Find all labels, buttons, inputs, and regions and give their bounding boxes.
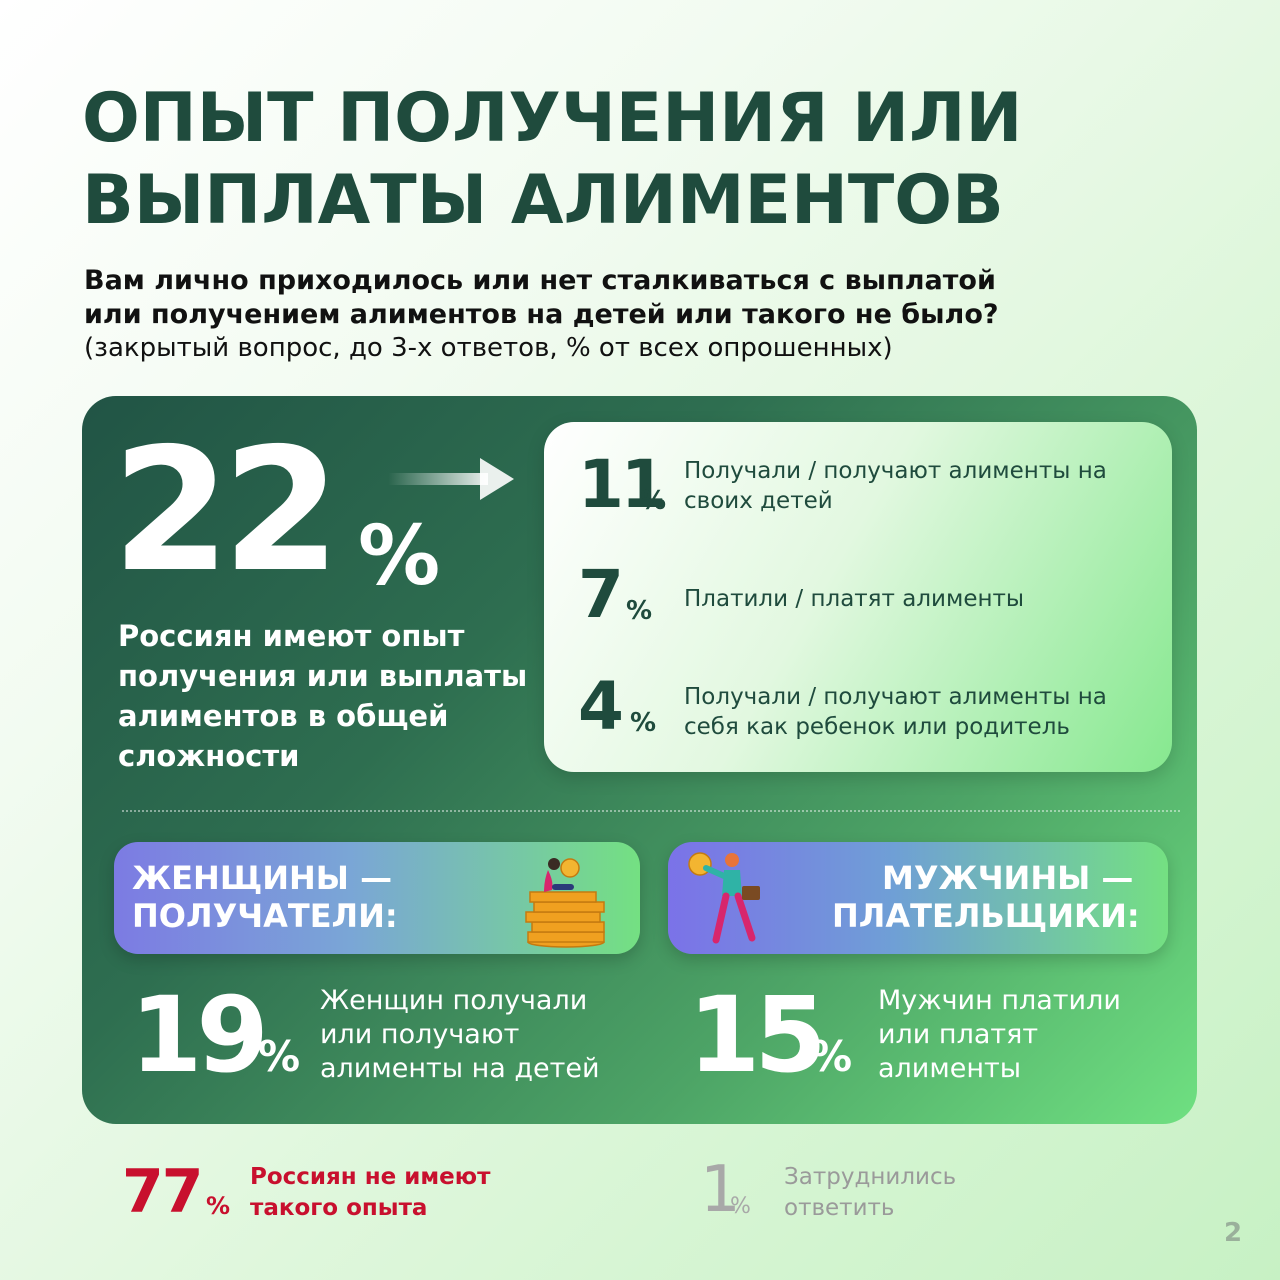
men-stat-value: 15 <box>688 974 827 1096</box>
total-value: 22 <box>112 412 341 610</box>
survey-question: Вам лично приходилось или нет сталкивать… <box>84 264 1184 364</box>
total-percent-sign: % <box>358 509 441 604</box>
hard-to-answer-value: 1 <box>700 1153 741 1227</box>
breakdown-percent-sign: % <box>630 708 657 738</box>
page-number: 2 <box>1224 1218 1243 1248</box>
men-stat-text: Мужчин платили или платят алименты <box>878 985 1121 1084</box>
hard-to-answer-percent-sign: % <box>730 1194 751 1219</box>
women-heading-line-1: ЖЕНЩИНЫ — <box>132 859 393 897</box>
man-carrying-coin-icon <box>688 852 760 944</box>
men-pill: МУЖЧИНЫ — ПЛАТЕЛЬЩИКИ: <box>668 842 1168 954</box>
no-experience-text: Россиян не имеют такого опыта <box>250 1164 491 1221</box>
question-note: (закрытый вопрос, до 3-х ответов, % от в… <box>84 333 893 363</box>
breakdown-value: 4 <box>578 668 624 745</box>
woman-on-coins-icon <box>525 858 605 948</box>
men-stat-percent-sign: % <box>810 1032 853 1081</box>
question-line-2: или получением алиментов на детей или та… <box>84 299 999 330</box>
women-pill: ЖЕНЩИНЫ — ПОЛУЧАТЕЛИ: <box>114 842 640 954</box>
section-divider <box>122 810 1180 812</box>
breakdown-value: 11 <box>578 446 667 523</box>
breakdown-label: Получали / получают алименты на своих де… <box>684 458 1107 514</box>
question-line-1: Вам лично приходилось или нет сталкивать… <box>84 265 996 296</box>
results-card: 22 % Россиян имеют опыт получения или вы… <box>82 396 1197 1124</box>
no-experience-value: 77 <box>122 1157 203 1227</box>
hard-to-answer-text: Затруднились ответить <box>784 1164 957 1221</box>
arrow-right-icon <box>388 458 514 500</box>
breakdown-percent-sign: % <box>640 486 667 516</box>
breakdown-card: 11 % Получали / получают алименты на сво… <box>544 422 1172 772</box>
women-stat-percent-sign: % <box>258 1032 301 1081</box>
breakdown-label: Платили / платят алименты <box>684 586 1025 612</box>
women-heading-line-2: ПОЛУЧАТЕЛИ: <box>132 897 398 935</box>
breakdown-value: 7 <box>578 556 624 633</box>
page-title: ОПЫТ ПОЛУЧЕНИЯ ИЛИ ВЫПЛАТЫ АЛИМЕНТОВ <box>82 79 1023 240</box>
men-heading-line-1: МУЖЧИНЫ — <box>882 859 1134 897</box>
women-stat-value: 19 <box>130 974 269 1096</box>
no-experience-percent-sign: % <box>206 1192 231 1220</box>
women-stat-text: Женщин получали или получают алименты на… <box>320 985 600 1084</box>
breakdown-percent-sign: % <box>626 596 653 626</box>
breakdown-label: Получали / получают алименты на себя как… <box>684 684 1107 740</box>
total-description: Россиян имеют опыт получения или выплаты… <box>118 619 528 773</box>
men-heading-line-2: ПЛАТЕЛЬЩИКИ: <box>832 897 1140 935</box>
